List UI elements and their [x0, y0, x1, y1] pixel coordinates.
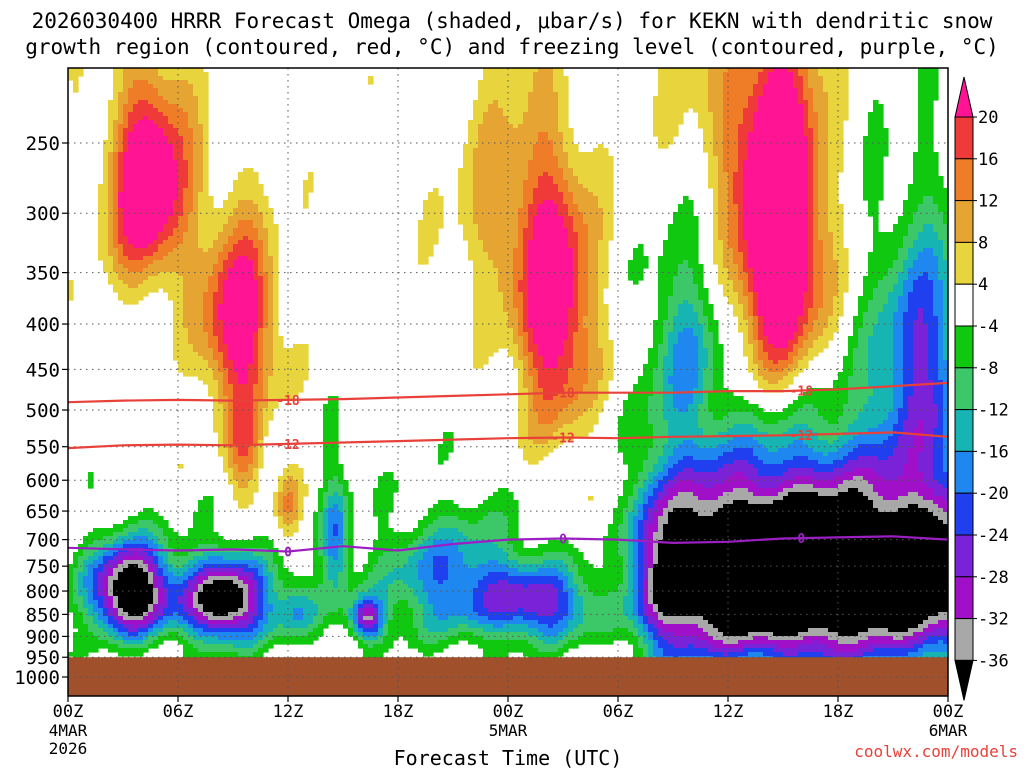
y-tick-label-900: 900	[26, 626, 60, 648]
colorbar-swatch-top	[954, 76, 974, 118]
colorbar-swatch-13	[954, 618, 974, 661]
x-tick-date-0: 4MAR	[49, 721, 88, 740]
colorbar-label-4: 4	[978, 275, 988, 295]
x-tick-label-4: 00Z	[493, 702, 524, 722]
colorbar-swatch-4	[954, 241, 974, 285]
x-tick-label-7: 18Z	[823, 702, 854, 722]
y-tick-label-500: 500	[26, 400, 60, 422]
chart-title-line-2: growth region (contoured, red, °C) and f…	[25, 35, 999, 59]
y-tick-label-800: 800	[26, 581, 60, 603]
x-tick-label-2: 12Z	[273, 702, 304, 722]
x-tick-date-4: 5MAR	[489, 721, 528, 740]
y-tick-label-950: 950	[26, 647, 60, 669]
x-tick-label-6: 12Z	[713, 702, 744, 722]
colorbar-swatch-6	[954, 325, 974, 369]
contour-line--12	[68, 431, 948, 450]
y-tick-label-250: 250	[26, 133, 60, 155]
y-tick-label-650: 650	[26, 501, 60, 523]
contour-layer: -18 -18 -18 -12 -12 -12 0 0 0	[68, 381, 948, 561]
y-tick-label-600: 600	[26, 470, 60, 492]
colorbar-label-9: -20	[978, 484, 1009, 504]
contour-label--18: -18	[551, 387, 575, 402]
colorbar-swatch-2	[954, 158, 974, 202]
colorbar-swatch-10	[954, 492, 974, 536]
x-tick-label-5: 06Z	[603, 702, 634, 722]
y-tick-label-350: 350	[26, 263, 60, 285]
x-axis-title: Forecast Time (UTC)	[394, 746, 623, 768]
omega-shading-layer	[68, 68, 948, 696]
contour-label-0: 0	[559, 533, 567, 548]
credit-text: coolwx.com/models	[854, 742, 1018, 761]
colorbar: 20 16 12 8 4 -4 -8 -12 -16 -20 -24 -28 -32 -36	[954, 76, 1009, 701]
y-tick-label-450: 450	[26, 359, 60, 381]
y-tick-label-400: 400	[26, 314, 60, 336]
contour-label--12: -12	[790, 429, 813, 444]
contour-label--18: -18	[790, 385, 814, 400]
colorbar-label-8: -16	[978, 442, 1009, 462]
contour-label--12: -12	[276, 438, 299, 453]
colorbar-label-2: 12	[978, 192, 998, 212]
colorbar-swatch-bottom	[954, 659, 974, 701]
contour-label-0: 0	[284, 546, 292, 561]
chart-title-line-1: 2026030400 HRRR Forecast Omega (shaded, …	[31, 9, 993, 33]
colorbar-swatch-12	[954, 576, 974, 620]
colorbar-label-3: 8	[978, 233, 988, 253]
x-tick-label-8: 00Z	[933, 702, 964, 722]
colorbar-label-11: -28	[978, 568, 1009, 588]
colorbar-swatch-7	[954, 367, 974, 411]
x-tick-label-1: 06Z	[163, 702, 194, 722]
colorbar-swatch-9	[954, 450, 974, 494]
x-tick-label-3: 18Z	[383, 702, 414, 722]
y-tick-label-850: 850	[26, 604, 60, 626]
colorbar-label-7: -12	[978, 401, 1009, 421]
x-tick-year-0: 2026	[49, 739, 88, 758]
contour-line-0	[68, 535, 948, 553]
colorbar-label-13: -36	[978, 651, 1009, 671]
colorbar-swatch-11	[954, 534, 974, 578]
colorbar-label-12: -32	[978, 610, 1009, 630]
colorbar-label-1: 16	[978, 150, 998, 170]
x-tick-label-0: 00Z	[53, 702, 84, 722]
y-tick-label-750: 750	[26, 556, 60, 578]
colorbar-swatch-8	[954, 409, 974, 452]
y-tick-label-300: 300	[26, 203, 60, 225]
colorbar-label-6: -8	[978, 359, 998, 379]
colorbar-swatch-3	[954, 200, 974, 243]
colorbar-label-10: -24	[978, 526, 1009, 546]
colorbar-swatch-5	[954, 283, 974, 327]
y-axis: 2503003504004505005506006507007508008509…	[14, 133, 68, 689]
x-tick-date-8: 6MAR	[929, 721, 968, 740]
colorbar-label-5: -4	[978, 317, 998, 337]
contour-label--12: -12	[551, 431, 574, 446]
y-tick-label-550: 550	[26, 437, 60, 459]
contour-label-0: 0	[797, 532, 805, 547]
colorbar-swatch-1	[954, 116, 974, 160]
contour-line--18	[68, 381, 948, 404]
y-tick-label-700: 700	[26, 530, 60, 552]
grid-layer	[68, 68, 948, 696]
colorbar-label-0: 20	[978, 108, 998, 128]
y-tick-label-1000: 1000	[14, 667, 60, 689]
contour-label--18: -18	[276, 394, 300, 409]
